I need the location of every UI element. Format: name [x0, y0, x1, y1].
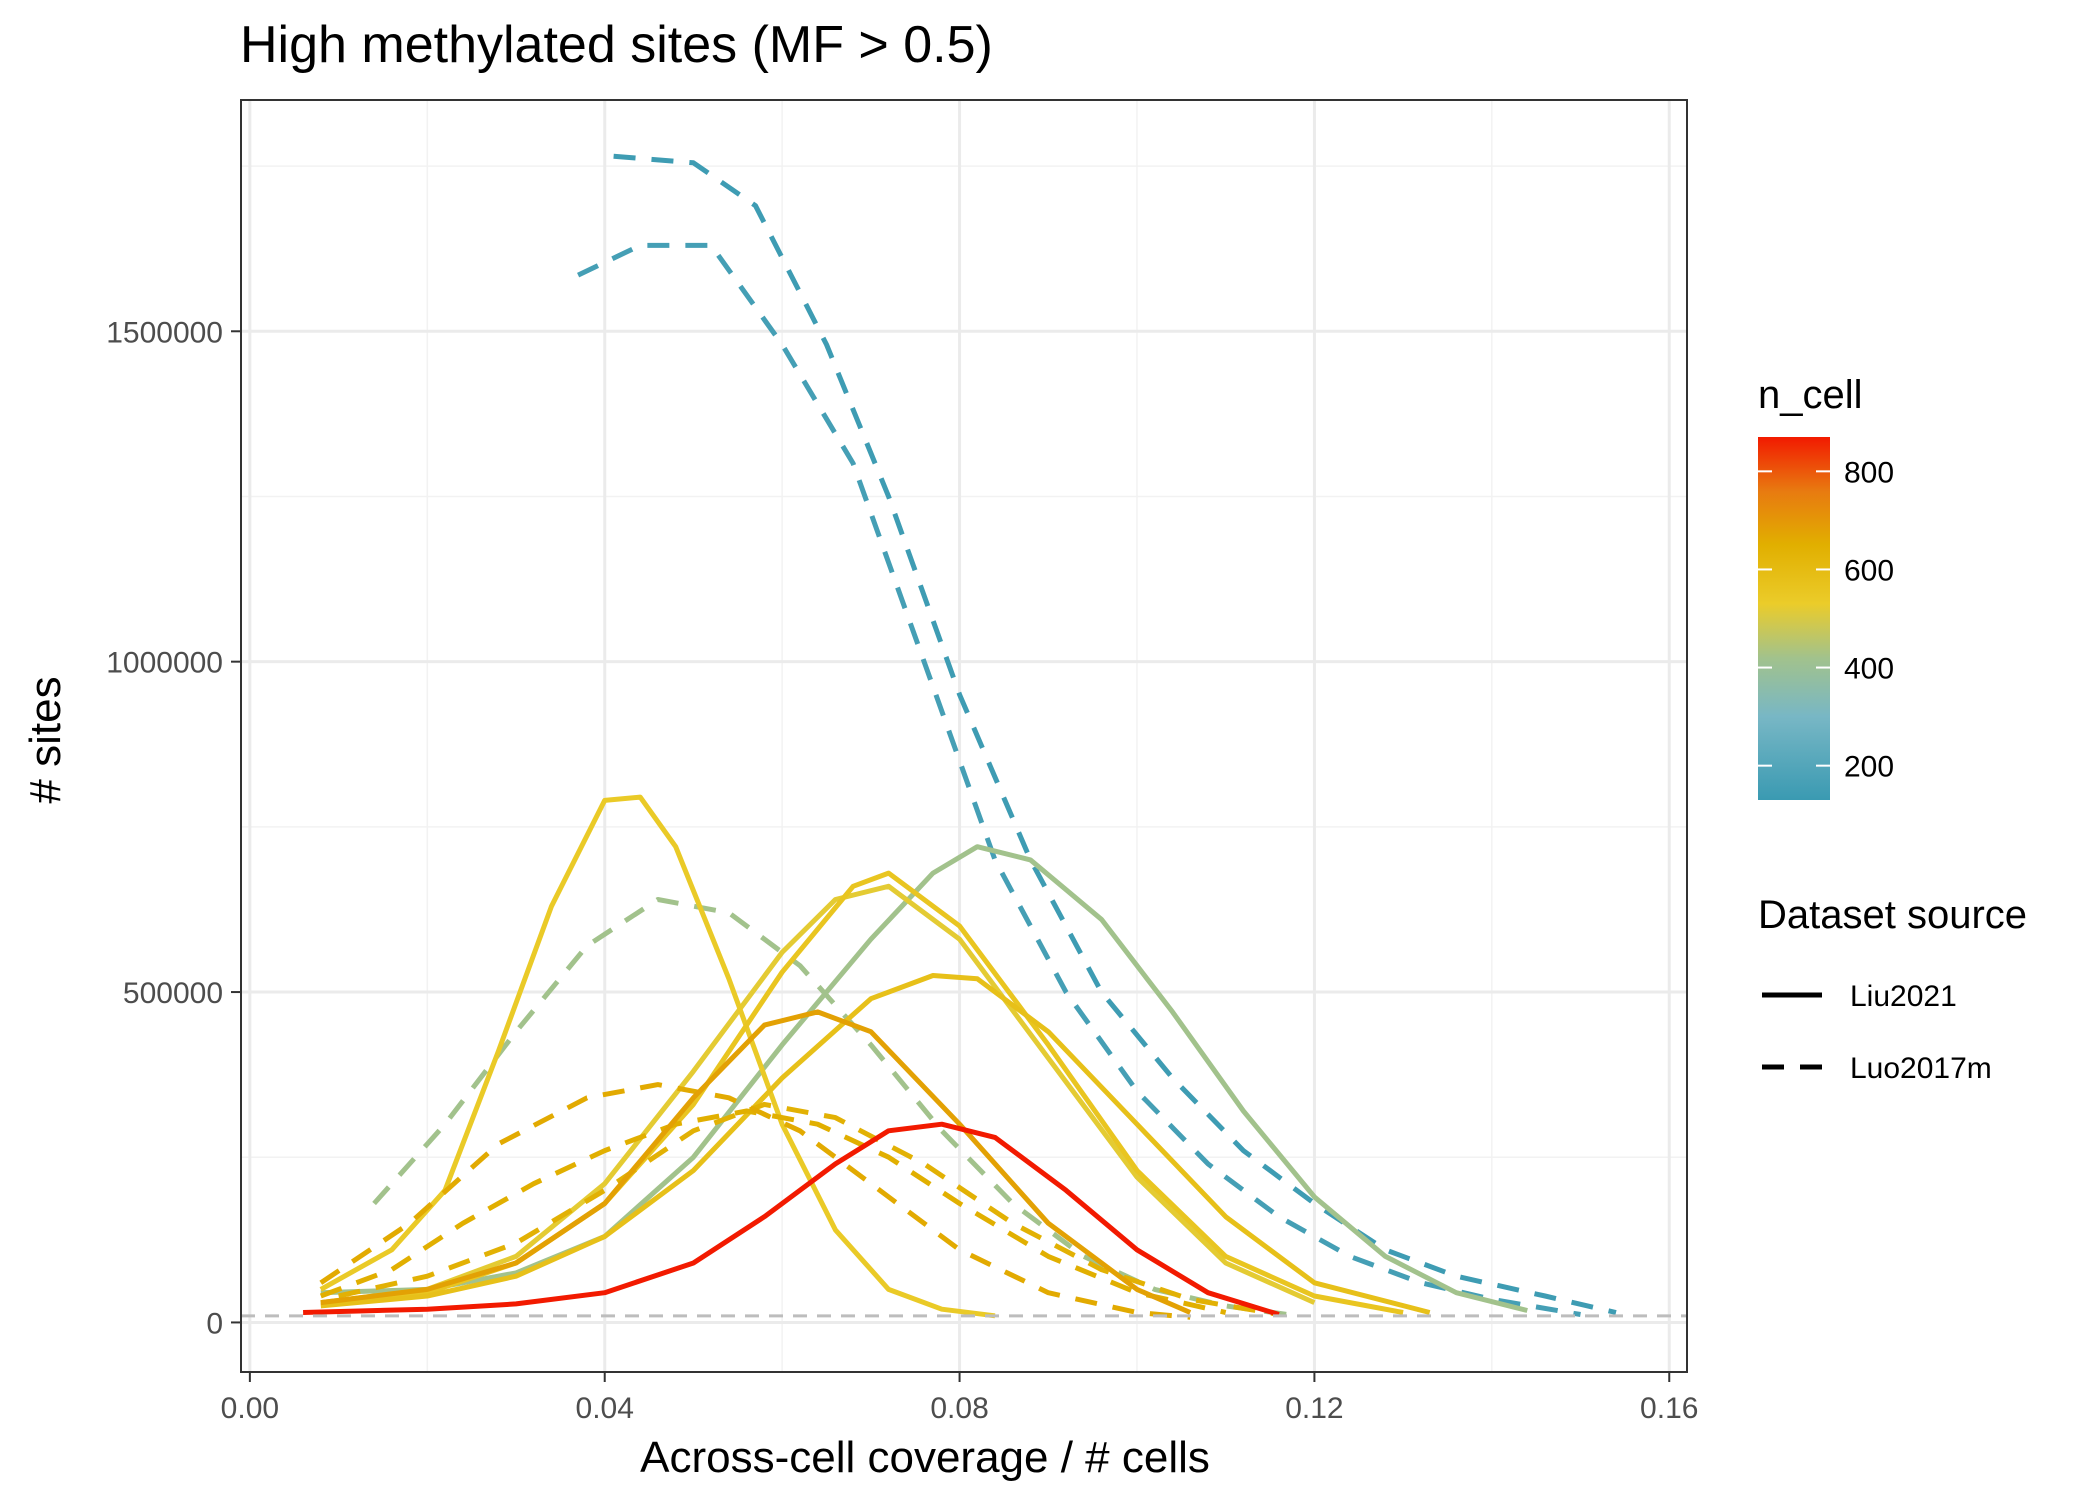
color-legend-ticks: 200 400 600 800: [1758, 456, 1894, 784]
linetype-legend: Dataset source Liu2021 Luo2017m: [1758, 893, 2027, 1085]
x-axis-title: Across-cell coverage / # cells: [640, 1433, 1210, 1482]
color-tick-label: 800: [1844, 456, 1894, 489]
series-line-luo2017m-640: [338, 1101, 1280, 1317]
series-line-luo2017m-160: [577, 242, 1581, 1317]
series-lines: [240, 99, 1688, 1373]
x-tick-label: 0.00: [221, 1392, 279, 1425]
y-tick-label: 0: [206, 1307, 223, 1340]
linetype-legend-title: Dataset source: [1758, 893, 2027, 937]
color-tick-label: 400: [1844, 653, 1894, 686]
x-axis-ticks: 0.00 0.04 0.08 0.12 0.16: [221, 1372, 1698, 1425]
x-tick-label: 0.16: [1640, 1392, 1698, 1425]
chart-title: High methylated sites (MF > 0.5): [240, 16, 993, 74]
color-tick-label: 600: [1844, 554, 1894, 587]
color-legend-title: n_cell: [1758, 373, 1863, 417]
x-tick-label: 0.08: [930, 1392, 988, 1425]
series-line-luo2017m-660: [319, 1082, 1191, 1320]
series-line-liu2021-580: [320, 973, 1431, 1315]
y-tick-label: 500000: [123, 977, 223, 1010]
y-tick-label: 1500000: [106, 316, 223, 349]
x-tick-label: 0.12: [1285, 1392, 1343, 1425]
y-tick-label: 1000000: [106, 647, 223, 680]
linetype-label-liu2021: Liu2021: [1850, 980, 1957, 1013]
color-tick-label: 200: [1844, 751, 1894, 784]
series-line-luo2017m-140: [613, 153, 1617, 1315]
linetype-label-luo2017m: Luo2017m: [1850, 1052, 1992, 1085]
series-line-liu2021-870: [303, 1121, 1280, 1317]
series-line-liu2021-540: [319, 794, 996, 1319]
series-line-liu2021-680: [320, 1009, 1192, 1315]
x-tick-label: 0.04: [576, 1392, 634, 1425]
y-axis-ticks: 0 500000 1000000 1500000: [106, 316, 241, 1340]
panel-border: [240, 99, 1688, 1373]
color-legend: n_cell 200 400 600 800: [1758, 373, 1894, 800]
color-legend-bar: [1758, 437, 1830, 800]
linetype-legend-entries: Liu2021 Luo2017m: [1762, 980, 1992, 1085]
series-line-luo2017m-420: [372, 897, 1298, 1319]
series-line-liu2021-520: [320, 883, 1316, 1306]
series-line-luo2017m-650: [319, 1108, 1227, 1315]
y-axis-title: # sites: [21, 676, 70, 803]
